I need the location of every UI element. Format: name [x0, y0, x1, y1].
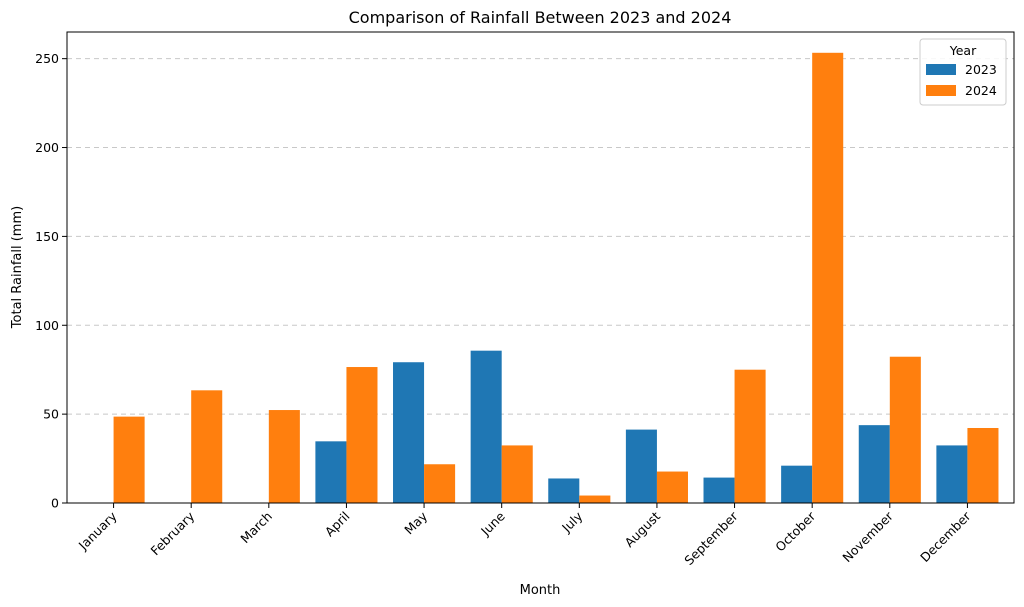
- grid-lines: [67, 58, 1014, 415]
- x-tick-label: April: [322, 509, 353, 540]
- bar-2023-july: [548, 478, 580, 503]
- bar-2024-october: [812, 52, 844, 503]
- bar-2024-february: [191, 390, 223, 503]
- legend-title: Year: [949, 43, 977, 58]
- y-tick-label: 100: [35, 318, 59, 333]
- legend: Year 2023 2024: [919, 38, 1007, 106]
- x-tick-label: June: [477, 508, 508, 539]
- bar-2023-june: [470, 350, 502, 503]
- bars: [113, 52, 999, 503]
- legend-label-2024: 2024: [965, 83, 997, 98]
- bar-2024-november: [889, 356, 921, 503]
- x-tick-label: September: [681, 508, 741, 568]
- x-tick-label: December: [917, 508, 974, 565]
- x-tick-label: August: [622, 508, 664, 550]
- bar-2024-september: [734, 369, 766, 503]
- x-tick-label: May: [401, 508, 430, 537]
- x-axis-label: Month: [520, 583, 561, 598]
- bar-2024-january: [113, 416, 145, 503]
- bar-2023-april: [315, 441, 347, 503]
- bar-2024-august: [656, 471, 688, 503]
- x-tick-label: March: [237, 509, 275, 547]
- bar-2023-november: [858, 425, 890, 503]
- bar-2024-may: [424, 464, 456, 503]
- x-tick-label: January: [75, 508, 120, 553]
- bar-2023-october: [781, 465, 813, 503]
- y-tick-label: 250: [35, 51, 59, 66]
- chart-title: Comparison of Rainfall Between 2023 and …: [349, 8, 732, 27]
- x-tick-label: November: [839, 508, 896, 565]
- bar-2024-july: [579, 495, 611, 503]
- y-tick-label: 200: [35, 140, 59, 155]
- bar-2024-april: [346, 367, 378, 503]
- bar-2024-june: [501, 445, 533, 503]
- y-axis-label: Total Rainfall (mm): [10, 206, 25, 329]
- bar-2023-september: [703, 477, 735, 503]
- bar-2023-august: [625, 429, 657, 503]
- bar-2024-december: [967, 427, 999, 503]
- x-tick-label: July: [558, 508, 586, 536]
- legend-swatch-2024: [926, 85, 956, 96]
- y-tick-label: 50: [43, 407, 59, 422]
- legend-entries: 2023 2024: [926, 62, 997, 98]
- plot-frame: [66, 31, 1015, 504]
- y-axis: 0 50 100 150 200 250: [35, 51, 67, 511]
- y-tick-label: 150: [35, 229, 59, 244]
- legend-swatch-2023: [926, 64, 956, 75]
- legend-label-2023: 2023: [965, 62, 997, 77]
- x-axis: January February March April May June July Augu…: [75, 503, 974, 568]
- bar-2023-december: [936, 445, 968, 503]
- bar-2024-march: [268, 410, 300, 503]
- bar-2023-may: [393, 362, 425, 503]
- x-tick-label: February: [148, 508, 198, 558]
- x-tick-label: October: [772, 508, 819, 555]
- y-tick-label: 0: [51, 496, 59, 511]
